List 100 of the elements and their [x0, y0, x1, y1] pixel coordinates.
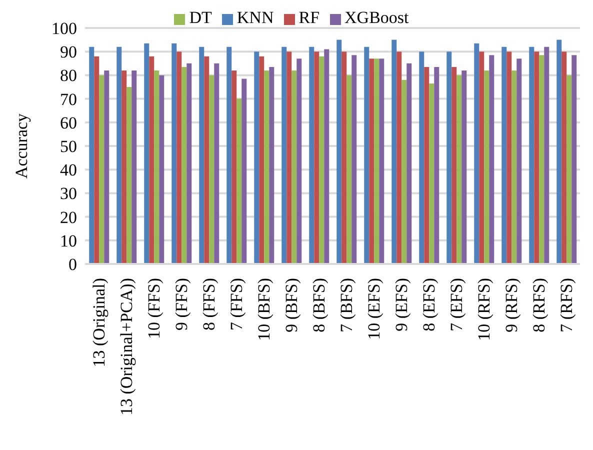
y-tick-label: 60	[60, 113, 77, 132]
bar	[402, 80, 407, 264]
bar	[149, 56, 154, 264]
x-tick-label: 10 (BFS)	[254, 278, 274, 341]
bar	[539, 55, 544, 264]
bar	[214, 63, 220, 264]
bar	[282, 46, 287, 264]
bar	[379, 58, 384, 264]
x-tick-label: 7 (RFS)	[556, 278, 576, 332]
bar	[342, 52, 347, 264]
bar	[176, 52, 182, 264]
x-tick-label: 10 (RFS)	[474, 278, 494, 341]
bar	[474, 43, 480, 264]
y-tick-label: 80	[60, 66, 77, 86]
bar	[89, 46, 94, 264]
bar	[374, 58, 380, 264]
bar	[396, 52, 402, 264]
y-tick-label: 30	[60, 184, 77, 204]
bar	[159, 75, 164, 264]
bar	[94, 56, 100, 264]
bar	[364, 46, 370, 264]
bar	[324, 49, 330, 264]
bar	[346, 75, 352, 264]
bar	[199, 46, 204, 264]
y-tick-label: 70	[60, 90, 77, 109]
bar	[479, 52, 484, 264]
bar	[506, 52, 512, 264]
bar	[489, 55, 494, 264]
x-tick-label: 7 (EFS)	[446, 278, 466, 332]
bar	[484, 70, 490, 264]
bar	[126, 87, 132, 264]
legend-label: XGBoost	[344, 8, 409, 27]
bar	[186, 63, 192, 264]
bar	[562, 52, 567, 264]
bar	[314, 52, 320, 264]
x-tick-label: 9 (FFS)	[172, 278, 191, 330]
bar	[286, 52, 292, 264]
bar	[296, 58, 302, 264]
bar	[434, 66, 440, 264]
bar	[369, 58, 374, 264]
bar	[259, 56, 264, 264]
bar	[566, 75, 572, 264]
bar	[572, 55, 577, 264]
legend-label: RF	[298, 8, 320, 27]
bar	[424, 66, 430, 264]
x-tick-label: 8 (FFS)	[199, 278, 218, 330]
bar	[264, 70, 270, 264]
bar	[99, 75, 104, 264]
bar	[556, 40, 562, 264]
bar	[236, 98, 242, 264]
bar	[502, 46, 507, 264]
y-tick-label: 90	[60, 42, 77, 62]
bar	[419, 52, 424, 264]
y-tick-label: 0	[68, 255, 77, 274]
y-axis-title: Accuracy	[12, 112, 32, 179]
bar	[209, 75, 214, 264]
bar	[182, 66, 187, 264]
bar	[336, 40, 342, 264]
bar	[122, 70, 127, 264]
bar	[352, 55, 357, 264]
bar	[456, 75, 462, 264]
bar	[516, 58, 522, 264]
x-tick-label: 9 (BFS)	[282, 278, 301, 332]
bar	[116, 46, 122, 264]
x-tick-label: 9 (EFS)	[392, 278, 411, 332]
x-tick-label: 10 (FFS)	[144, 278, 164, 339]
x-tick-label: 10 (EFS)	[364, 278, 384, 340]
bar	[534, 52, 540, 264]
bar	[132, 70, 137, 264]
x-tick-label: 7 (FFS)	[226, 278, 246, 330]
bar	[309, 46, 314, 264]
bar	[512, 70, 517, 264]
bar	[204, 56, 210, 264]
bar	[242, 78, 247, 264]
bar	[226, 46, 232, 264]
y-tick-label: 40	[60, 160, 77, 180]
x-tick-label: 13 (Original+PCA))	[116, 278, 136, 416]
x-tick-label: 7 (BFS)	[336, 278, 356, 332]
y-tick-label: 20	[60, 208, 77, 227]
bar	[392, 40, 397, 264]
bar	[254, 52, 260, 264]
bar	[232, 70, 237, 264]
bar	[529, 46, 534, 264]
bar	[544, 46, 550, 264]
y-tick-label: 50	[60, 137, 77, 156]
y-tick-label: 10	[60, 231, 77, 250]
bar	[104, 70, 110, 264]
x-tick-label: 9 (RFS)	[502, 278, 521, 332]
bar	[319, 56, 324, 264]
legend-label: KNN	[236, 8, 274, 27]
bar	[462, 70, 467, 264]
bar	[172, 43, 177, 264]
bar	[269, 66, 274, 264]
bar	[429, 83, 434, 264]
bar	[446, 52, 452, 264]
y-tick-label: 100	[52, 19, 77, 38]
x-tick-label: 8 (EFS)	[419, 278, 438, 332]
x-tick-label: 8 (BFS)	[309, 278, 328, 332]
bar	[452, 66, 457, 264]
x-tick-label: 8 (RFS)	[529, 278, 548, 332]
